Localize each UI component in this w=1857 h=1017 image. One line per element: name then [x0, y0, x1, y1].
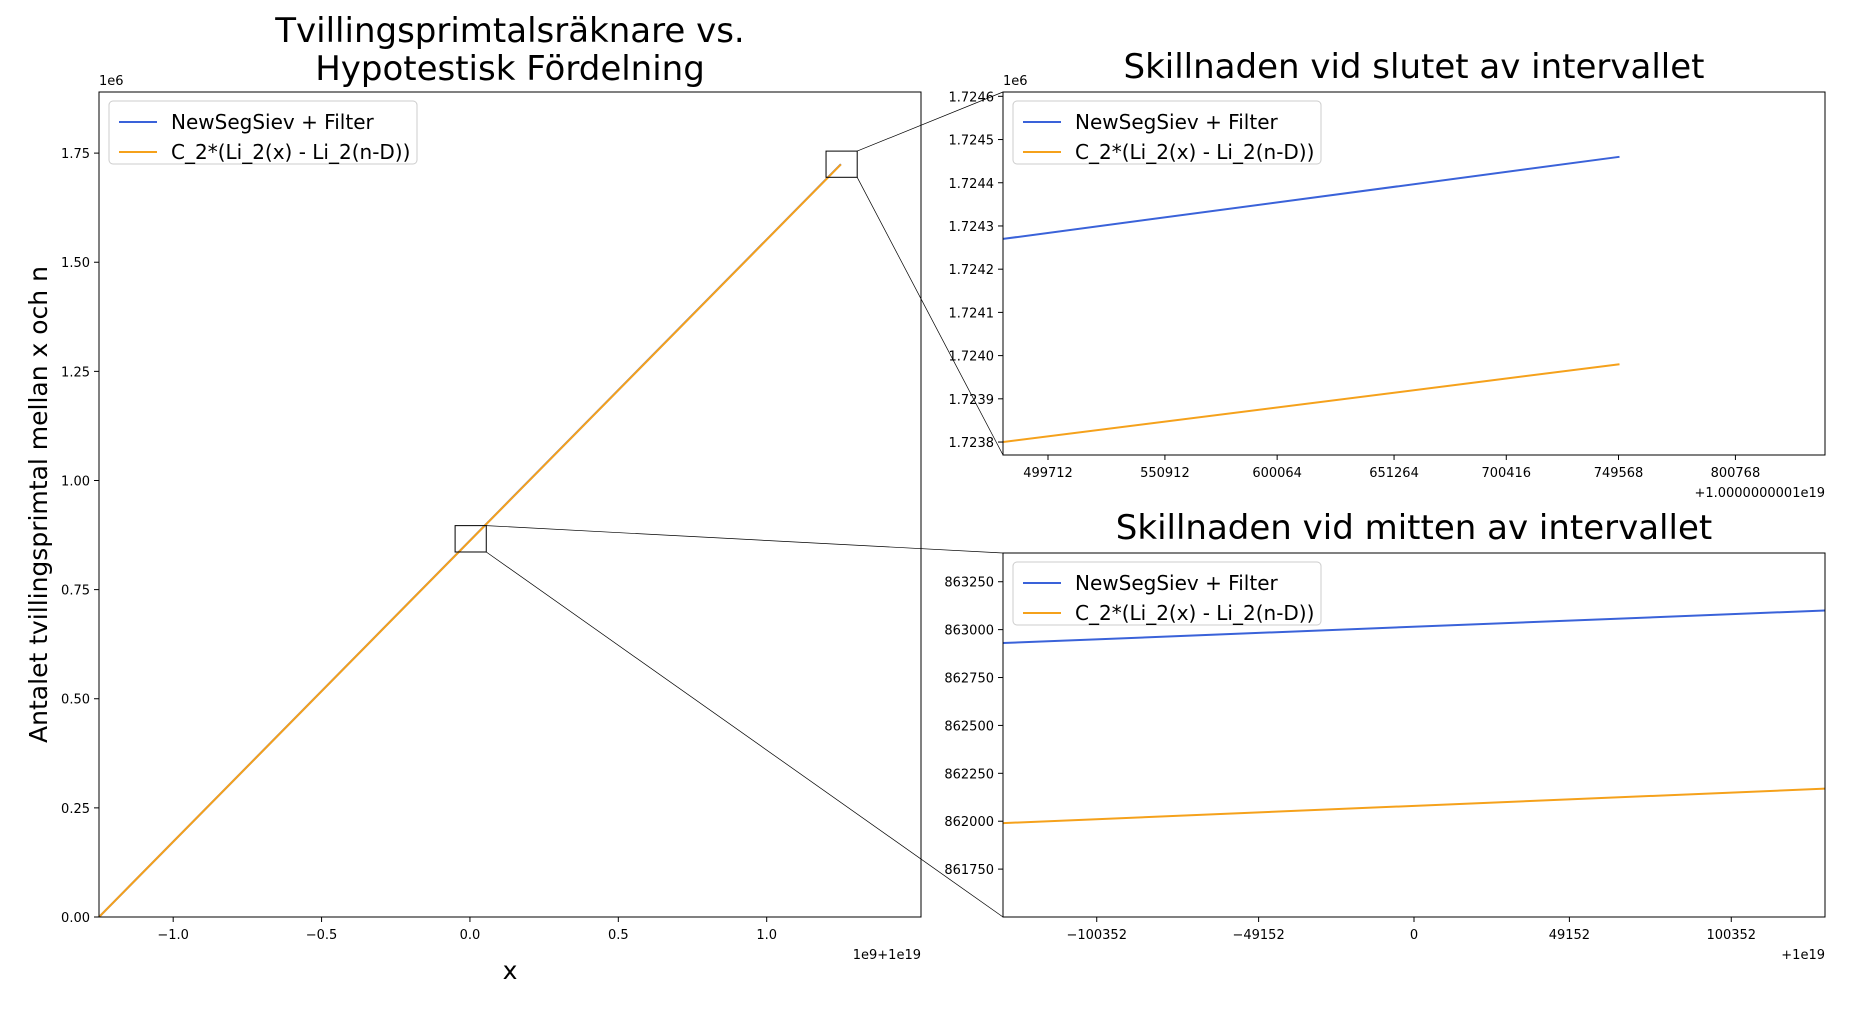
x-tick-label: 1.0: [756, 928, 777, 943]
x-tick-label: 0.5: [608, 928, 629, 943]
x-tick-label: −1.0: [157, 928, 189, 943]
x-offset-text: +1.0000000001e19: [1694, 486, 1825, 501]
y-tick-label: 862500: [944, 719, 994, 734]
legend: NewSegSiev + Filter C_2*(Li_2(x) - Li_2(n…: [1012, 100, 1322, 165]
main-chart: −1.0 −0.5 0.0 0.5 1.0 0.00 0.25 0.50 0.75 1.00 1.2…: [24, 11, 922, 985]
y-tick-label: 861750: [944, 863, 994, 878]
y-tick-label: 0.50: [61, 693, 90, 708]
y-tick-label: 0.75: [61, 584, 90, 599]
y-tick-label: 1.7239: [949, 393, 995, 408]
zoom-connectors: [486, 91, 1004, 918]
x-tick-label: 499712: [1023, 466, 1073, 481]
legend-label: C_2*(Li_2(x) - Li_2(n-D)): [1075, 601, 1314, 625]
connector-line: [486, 525, 1004, 554]
y-tick-label: 1.00: [61, 474, 90, 489]
legend: NewSegSiev + Filter C_2*(Li_2(x) - Li_2(n…: [1012, 561, 1322, 626]
x-tick-label: 600064: [1252, 466, 1302, 481]
y-tick-label: 0.00: [61, 911, 90, 926]
y-tick-label: 862000: [944, 815, 994, 830]
connector-line: [486, 551, 1004, 918]
y-tick-label: 1.7240: [949, 350, 995, 365]
y-tick-label: 1.50: [61, 256, 90, 271]
x-tick-label: −49152: [1232, 928, 1284, 943]
chart-title: Skillnaden vid mitten av intervallet: [1116, 508, 1712, 548]
x-tick-label: 0: [1410, 928, 1418, 943]
y-tick-label: 1.7244: [949, 177, 995, 192]
x-tick-label: 749568: [1594, 466, 1644, 481]
legend: NewSegSiev + Filter C_2*(Li_2(x) - Li_2(n…: [108, 100, 418, 165]
chart-title-line: Hypotestisk Fördelning: [315, 49, 705, 89]
x-tick-label: −100352: [1066, 928, 1127, 943]
y-tick-label: 0.25: [61, 802, 90, 817]
axes-frame: [98, 91, 922, 918]
y-tick-label: 862250: [944, 767, 994, 782]
y-tick-label: 863000: [944, 624, 994, 639]
legend-box: [1012, 100, 1322, 165]
series-line-newsegsiev: [1003, 609, 1825, 645]
x-tick-label: 700416: [1481, 466, 1531, 481]
zoom-indicator-box-end: [825, 150, 858, 178]
y-offset-text: 1e6: [99, 74, 124, 89]
connector-line: [857, 91, 1004, 152]
axes-frame: [1002, 91, 1826, 456]
y-tick-label: 1.7246: [949, 90, 995, 105]
x-tick-label: 651264: [1369, 466, 1419, 481]
y-tick-label: 1.7241: [949, 306, 995, 321]
connector-line: [856, 177, 1004, 456]
series-line-newsegsiev: [1003, 155, 1620, 240]
y-tick-label: 1.7245: [949, 134, 995, 149]
y-tick-label: 1.25: [61, 365, 90, 380]
x-tick-label: 550912: [1140, 466, 1190, 481]
series-line-c2-li2: [1003, 787, 1825, 825]
x-tick-label: 0.0: [460, 928, 481, 943]
legend-box: [108, 100, 418, 165]
zoom-chart-end: 499712 550912 600064 651264 700416 749568 8007…: [949, 47, 1826, 501]
legend-label: C_2*(Li_2(x) - Li_2(n-D)): [1075, 140, 1314, 164]
x-tick-label: −0.5: [306, 928, 338, 943]
y-offset-text: 1e6: [1003, 74, 1028, 89]
x-tick-label: 800768: [1711, 466, 1761, 481]
x-offset-text: +1e19: [1781, 948, 1825, 963]
zoom-chart-middle: −100352 −49152 0 49152 100352 861750 862000 862…: [944, 508, 1826, 963]
y-tick-label: 1.7243: [949, 220, 995, 235]
legend-label: NewSegSiev + Filter: [1075, 110, 1278, 134]
zoom-indicator-box-middle: [454, 525, 487, 553]
x-tick-label: 49152: [1549, 928, 1590, 943]
y-axis-label: Antalet tvillingsprimtal mellan x och n: [24, 266, 53, 743]
y-tick-label: 862750: [944, 672, 994, 687]
chart-title-line: Tvillingsprimtalsräknare vs.: [274, 11, 744, 51]
legend-label: C_2*(Li_2(x) - Li_2(n-D)): [171, 140, 410, 164]
x-axis-label: x: [503, 956, 518, 985]
chart-title: Skillnaden vid slutet av intervallet: [1124, 47, 1705, 87]
y-tick-label: 1.75: [61, 147, 90, 162]
series-line-c2-li2: [1003, 363, 1620, 444]
series-line-c2-li2: [99, 163, 842, 917]
y-tick-label: 1.7238: [949, 436, 995, 451]
legend-box: [1012, 561, 1322, 626]
legend-label: NewSegSiev + Filter: [1075, 571, 1278, 595]
y-tick-label: 863250: [944, 576, 994, 591]
y-tick-label: 1.7242: [949, 263, 995, 278]
legend-label: NewSegSiev + Filter: [171, 110, 374, 134]
x-tick-label: 100352: [1706, 928, 1756, 943]
x-offset-text: 1e9+1e19: [853, 948, 921, 963]
